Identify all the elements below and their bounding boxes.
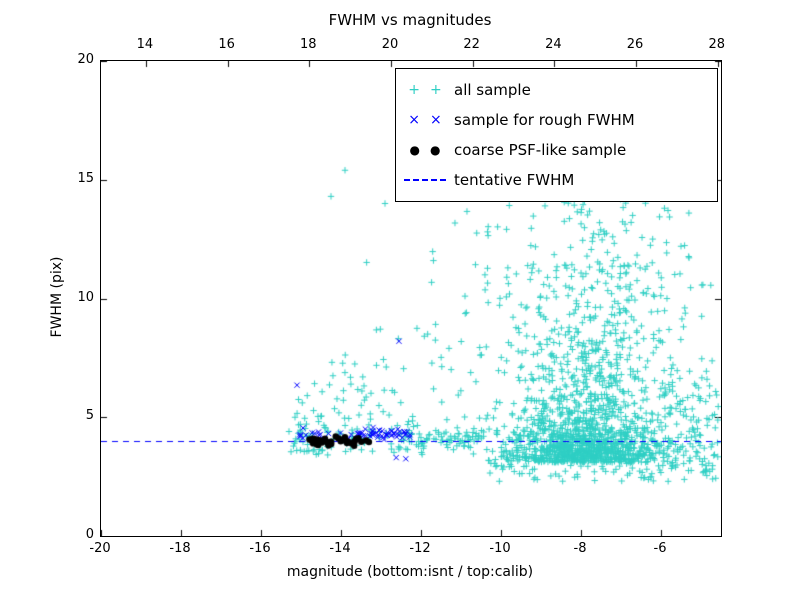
x-axis-label: magnitude (bottom:isnt / top:calib) — [286, 564, 534, 580]
dot-glyph: ● — [430, 143, 441, 157]
x-tick-label: -6 — [653, 541, 667, 556]
x-glyph: × — [430, 112, 442, 128]
top-tick-label: 20 — [381, 37, 399, 52]
legend-item-label: tentative FWHM — [454, 171, 575, 189]
x-glyph: × — [408, 112, 420, 128]
legend-item: tentative FWHM — [396, 165, 717, 195]
top-tick-label: 18 — [300, 37, 317, 52]
y-tick-label: 5 — [85, 408, 94, 424]
legend-item-label: sample for rough FWHM — [454, 111, 635, 129]
y-tick-label: 20 — [77, 52, 94, 67]
chart-title: FWHM vs magnitudes — [328, 11, 492, 29]
y-tick-label: 0 — [85, 527, 94, 542]
legend: + + all sample × × sample for rough FWHM ● ● coa… — [395, 68, 718, 202]
top-tick-label: 24 — [545, 37, 562, 52]
legend-item: ● ● coarse PSF-like sample — [396, 135, 717, 165]
x-tick-label: -20 — [89, 541, 111, 556]
top-tick-label: 16 — [218, 37, 235, 52]
dashed-marker-icon — [396, 179, 454, 181]
dot-glyph: ● — [409, 143, 420, 157]
legend-item-label: all sample — [454, 81, 531, 99]
x-tick-label: -12 — [409, 541, 431, 556]
dashed-line-glyph — [404, 179, 446, 181]
x-tick-label: -14 — [329, 541, 351, 556]
x-tick-label: -16 — [249, 541, 271, 556]
top-tick-label: 22 — [463, 37, 480, 52]
y-tick-label: 10 — [77, 289, 94, 305]
plus-glyph: + — [408, 82, 420, 98]
x-tick-label: -8 — [573, 541, 587, 556]
top-tick-label: 14 — [136, 37, 154, 52]
top-tick-label: 28 — [708, 37, 725, 52]
y-tick-label: 15 — [77, 170, 94, 186]
dot-marker-icon: ● ● — [396, 144, 454, 156]
x-tick-label: -10 — [489, 541, 511, 556]
top-tick-label: 26 — [626, 37, 644, 52]
legend-item: + + all sample — [396, 75, 717, 105]
legend-item: × × sample for rough FWHM — [396, 105, 717, 135]
plus-glyph: + — [430, 82, 442, 98]
x-tick-label: -18 — [169, 541, 191, 556]
plus-marker-icon: + + — [396, 83, 454, 97]
legend-item-label: coarse PSF-like sample — [454, 141, 627, 159]
x-marker-icon: × × — [396, 113, 454, 127]
